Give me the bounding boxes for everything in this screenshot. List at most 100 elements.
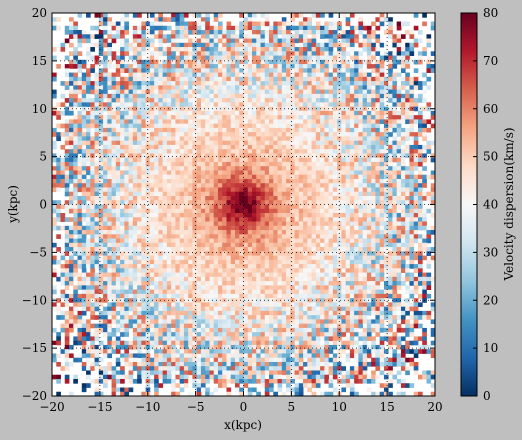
- heatmap-cell: [430, 187, 435, 193]
- heatmap-cell: [175, 42, 181, 48]
- heatmap-cell: [392, 55, 398, 61]
- heatmap-cell: [103, 127, 108, 133]
- heatmap-cell: [183, 127, 189, 133]
- heatmap-cell: [252, 161, 257, 167]
- heatmap-cell: [298, 166, 304, 171]
- heatmap-cell: [200, 200, 206, 205]
- heatmap-cell: [247, 98, 253, 103]
- heatmap-cell: [145, 106, 151, 112]
- heatmap-cell: [362, 191, 368, 197]
- heatmap-cell: [320, 110, 325, 116]
- heatmap-cell: [281, 34, 287, 39]
- heatmap-cell: [252, 34, 257, 39]
- heatmap-cell: [162, 272, 168, 278]
- heatmap-cell: [324, 183, 330, 188]
- heatmap-cell: [166, 17, 172, 22]
- heatmap-cell: [256, 170, 261, 176]
- heatmap-cell: [124, 251, 129, 256]
- heatmap-cell: [320, 157, 325, 163]
- heatmap-cell: [128, 255, 134, 261]
- heatmap-cell: [205, 251, 210, 256]
- heatmap-cell: [409, 98, 415, 103]
- heatmap-cell: [213, 268, 219, 273]
- heatmap-cell: [311, 42, 317, 48]
- heatmap-cell: [422, 272, 427, 278]
- heatmap-cell: [345, 59, 351, 65]
- heatmap-cell: [217, 204, 223, 210]
- heatmap-cell: [124, 221, 129, 227]
- heatmap-cell: [311, 59, 317, 65]
- heatmap-cell: [149, 161, 155, 167]
- heatmap-cell: [426, 238, 432, 244]
- heatmap-cell: [388, 98, 393, 103]
- heatmap-cell: [379, 76, 385, 82]
- heatmap-cell: [392, 217, 398, 222]
- heatmap-cell: [247, 149, 253, 154]
- heatmap-cell: [405, 183, 410, 188]
- heatmap-cell: [179, 153, 185, 159]
- heatmap-cell: [252, 149, 257, 154]
- heatmap-cell: [383, 174, 389, 180]
- heatmap-cell: [264, 98, 270, 103]
- heatmap-cell: [247, 247, 253, 252]
- heatmap-cell: [332, 38, 338, 44]
- heatmap-cell: [388, 230, 393, 235]
- heatmap-cell: [128, 259, 134, 265]
- heatmap-cell: [281, 238, 287, 244]
- heatmap-cell: [320, 55, 325, 61]
- heatmap-cell: [128, 123, 134, 129]
- heatmap-cell: [290, 64, 295, 69]
- heatmap-cell: [196, 272, 202, 278]
- heatmap-cell: [273, 230, 278, 235]
- heatmap-cell: [141, 195, 147, 201]
- heatmap-cell: [260, 213, 266, 218]
- heatmap-cell: [392, 225, 398, 231]
- heatmap-cell: [273, 68, 278, 73]
- heatmap-cell: [324, 272, 330, 278]
- heatmap-cell: [124, 102, 129, 108]
- heatmap-cell: [328, 251, 334, 256]
- heatmap-cell: [226, 153, 232, 159]
- heatmap-cell: [307, 238, 312, 244]
- heatmap-cell: [128, 102, 134, 108]
- heatmap-cell: [124, 140, 129, 146]
- heatmap-cell: [375, 161, 381, 167]
- heatmap-cell: [115, 195, 121, 201]
- heatmap-cell: [328, 85, 334, 90]
- heatmap-cell: [388, 110, 393, 116]
- heatmap-cell: [260, 144, 266, 150]
- heatmap-cell: [94, 208, 100, 214]
- heatmap-cell: [111, 25, 117, 31]
- heatmap-cell: [366, 30, 372, 35]
- heatmap-cell: [294, 242, 300, 248]
- heatmap-cell: [120, 272, 125, 278]
- heatmap-cell: [64, 183, 70, 188]
- heatmap-cell: [192, 115, 198, 120]
- heatmap-cell: [315, 34, 321, 39]
- heatmap-cell: [145, 30, 151, 35]
- heatmap-cell: [141, 30, 147, 35]
- heatmap-cell: [166, 76, 172, 82]
- heatmap-cell: [409, 85, 415, 90]
- heatmap-cell: [341, 34, 347, 39]
- heatmap-cell: [141, 191, 147, 197]
- heatmap-cell: [328, 272, 334, 278]
- heatmap-cell: [111, 106, 117, 112]
- heatmap-cell: [256, 242, 261, 248]
- heatmap-cell: [294, 183, 300, 188]
- heatmap-cell: [192, 174, 198, 180]
- heatmap-cell: [354, 268, 359, 273]
- heatmap-cell: [264, 178, 270, 184]
- heatmap-cell: [179, 98, 185, 103]
- heatmap-cell: [52, 153, 57, 159]
- heatmap-cell: [209, 34, 215, 39]
- heatmap-cell: [128, 55, 134, 61]
- heatmap-cell: [107, 187, 112, 193]
- heatmap-cell: [175, 76, 181, 82]
- heatmap-cell: [239, 195, 244, 201]
- heatmap-cell: [392, 115, 398, 120]
- heatmap-cell: [290, 170, 295, 176]
- heatmap-cell: [239, 170, 244, 176]
- heatmap-cell: [303, 264, 308, 269]
- heatmap-cell: [354, 149, 359, 154]
